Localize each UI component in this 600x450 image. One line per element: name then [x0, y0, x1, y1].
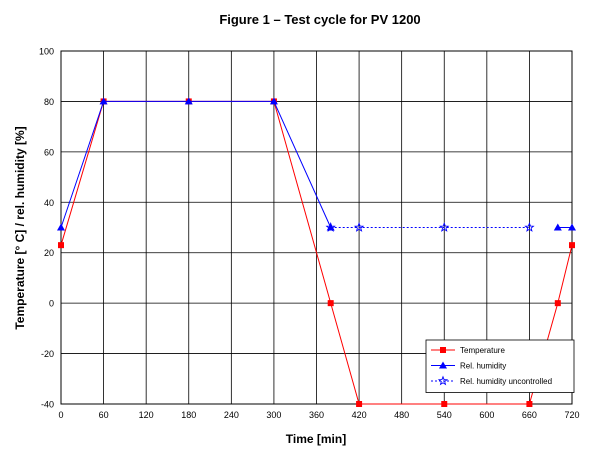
series-line	[60, 100, 332, 228]
data-point	[353, 222, 365, 232]
y-tick-label: 80	[44, 97, 54, 107]
data-point	[184, 97, 193, 105]
legend-swatch-marker	[439, 361, 447, 369]
series-2	[325, 222, 535, 232]
x-tick-label: 660	[522, 410, 537, 420]
x-tick-label: 300	[266, 410, 281, 420]
data-point	[554, 300, 561, 307]
y-tick-label: 60	[44, 147, 54, 157]
y-tick-label: 40	[44, 198, 54, 208]
data-point	[441, 401, 448, 407]
y-tick-label: 0	[49, 299, 54, 309]
x-tick-label: 240	[224, 410, 239, 420]
y-tick-label: 20	[44, 248, 54, 258]
x-tick-label: 540	[437, 410, 452, 420]
legend: Temperature Rel. humidity Rel. humidity un…	[425, 339, 575, 393]
data-point	[325, 222, 336, 232]
legend-box	[425, 339, 575, 393]
data-point	[568, 223, 576, 231]
data-point	[58, 242, 64, 249]
legend-label: Rel. humidity uncontrolled	[460, 377, 552, 386]
y-axis-label: Temperature [° C] / rel. humidity [%]	[13, 126, 27, 329]
series-1	[57, 97, 335, 231]
x-tick-label: 0	[58, 410, 63, 420]
x-tick-label: 600	[479, 410, 494, 420]
x-axis-label: Time [min]	[286, 432, 346, 446]
legend-swatch-marker	[440, 347, 446, 353]
chart-title: Figure 1 – Test cycle for PV 1200	[219, 12, 420, 27]
data-point	[356, 401, 363, 407]
data-point	[553, 223, 562, 231]
data-point	[569, 242, 575, 249]
x-tick-label: 180	[181, 410, 196, 420]
y-tick-label: -20	[41, 349, 54, 359]
x-tick-label: 120	[139, 410, 154, 420]
legend-label: Temperature	[460, 346, 505, 355]
x-tick-label: 480	[394, 410, 409, 420]
x-tick-label: 420	[352, 410, 367, 420]
x-tick-label: 720	[564, 410, 579, 420]
y-tick-label: 100	[39, 47, 54, 57]
data-point	[524, 222, 535, 232]
legend-swatch-marker	[437, 375, 449, 386]
x-tick-label: 60	[99, 410, 109, 420]
data-point	[269, 97, 278, 105]
data-point	[327, 300, 334, 307]
data-point	[439, 222, 450, 232]
x-tick-label: 360	[309, 410, 324, 420]
data-point	[57, 223, 65, 231]
data-point	[99, 97, 108, 105]
data-point	[526, 401, 533, 407]
series-3	[553, 223, 576, 231]
legend-label: Rel. humidity	[460, 362, 506, 371]
y-tick-label: -40	[41, 400, 54, 410]
